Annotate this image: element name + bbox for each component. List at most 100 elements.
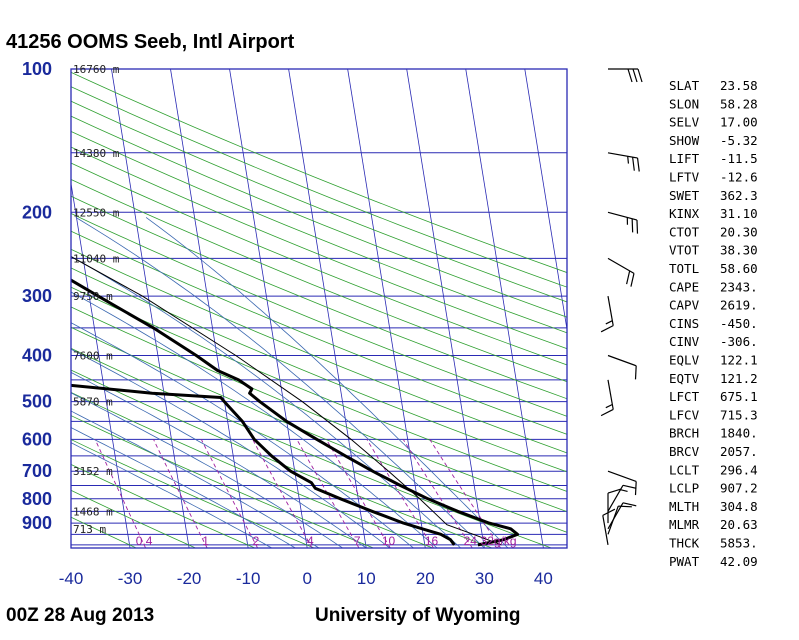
wind-barb [600, 295, 614, 333]
mixing-ratio-line [153, 439, 208, 548]
index-value: -5.32 [720, 133, 758, 148]
pressure-tick-label: 900 [22, 513, 52, 533]
index-key: BRCH [669, 426, 699, 441]
barb-staff [607, 211, 638, 221]
moist-adiabat [71, 371, 367, 548]
wind-barb [607, 211, 639, 234]
pressure-tick-label: 400 [22, 346, 52, 366]
barb-half [605, 403, 613, 409]
height-label: 11040 m [73, 252, 120, 265]
pressure-tick-label: 600 [22, 429, 52, 449]
index-key: MLMR [669, 517, 700, 532]
index-value: 121.2 [720, 371, 758, 386]
height-label: 713 m [73, 523, 106, 536]
index-value: -306. [720, 334, 758, 349]
index-key: CAPV [669, 298, 700, 313]
barb-full [636, 220, 639, 234]
index-key: CINS [669, 316, 699, 331]
barb-full [631, 218, 634, 233]
isotherm-line [465, 69, 544, 548]
index-value: 2343. [720, 279, 758, 294]
dry-adiabat [71, 179, 567, 383]
index-value: 304.8 [720, 499, 758, 514]
data-source: University of Wyoming [315, 605, 521, 626]
temperature-tick-label: 30 [475, 569, 494, 588]
height-label: 3152 m [73, 465, 113, 478]
index-key: EQTV [669, 371, 700, 386]
wind-barb [600, 379, 614, 417]
index-key: LFCT [669, 389, 700, 404]
index-key: MLTH [669, 499, 699, 514]
index-value: 58.60 [720, 261, 758, 276]
moist-adiabat [71, 291, 438, 548]
index-key: CINV [669, 334, 700, 349]
barb-full [632, 157, 635, 171]
index-key: SLAT [669, 78, 700, 93]
barb-staff [607, 470, 637, 483]
moist-adiabat [71, 427, 296, 548]
index-key: SELV [669, 115, 700, 130]
index-key: THCK [669, 536, 700, 551]
height-label: 16760 m [73, 63, 120, 76]
dry-adiabat [71, 267, 567, 473]
height-label: 5870 m [73, 396, 113, 409]
index-key: EQLV [669, 353, 700, 368]
mixing-ratio-label: 24 [464, 534, 478, 548]
wind-barb [607, 470, 637, 496]
wind-barb [607, 152, 640, 172]
chart-title: 41256 OOMS Seeb, Intl Airport [6, 31, 295, 53]
dry-adiabat [71, 100, 567, 303]
dry-adiabat [71, 516, 137, 548]
barb-full [632, 68, 638, 83]
mixing-ratio-line [94, 439, 147, 548]
temperature-tick-label: -10 [236, 569, 261, 588]
index-key: CAPE [669, 279, 699, 294]
barb-full [634, 365, 637, 380]
moist-adiabat [71, 392, 343, 548]
pressure-tick-label: 300 [22, 286, 52, 306]
moist-adiabat [71, 255, 461, 548]
barb-full [600, 325, 614, 333]
isotherm-line [524, 69, 567, 332]
index-value: 2057. [720, 444, 758, 459]
index-value: 715.3 [720, 407, 758, 422]
wind-barb [608, 68, 643, 83]
dry-adiabat [71, 347, 552, 548]
dry-adiabat [71, 230, 567, 435]
mixing-ratio-label: 32g/kg [481, 534, 517, 548]
isotherm-line [71, 181, 131, 548]
temperature-tick-label: -20 [177, 569, 202, 588]
height-labels: 16760 m 14380 m 12550 m 11040 m 9750 m 7600 m… [73, 63, 120, 536]
dry-adiabat [71, 463, 255, 548]
index-value: 17.00 [720, 115, 758, 130]
pressure-tick-label: 800 [22, 489, 52, 509]
dry-adiabat [71, 248, 567, 454]
dry-adiabat [71, 391, 433, 548]
temperature-axis: -40 -30 -20 -10 0 10 20 30 40 [59, 569, 553, 588]
index-value: 675.1 [720, 389, 758, 404]
barb-full [636, 157, 640, 172]
temperature-tick-label: 40 [534, 569, 553, 588]
wind-barb [607, 257, 635, 287]
dry-adiabat [71, 115, 567, 318]
index-value: 23.58 [720, 78, 758, 93]
temperature-tick-label: 10 [357, 569, 376, 588]
mixing-ratio-label: 7 [354, 534, 361, 548]
barb-full [607, 488, 622, 494]
barb-staff [607, 505, 619, 535]
index-value: 907.2 [720, 481, 758, 496]
barb-full [627, 68, 633, 83]
index-value: 296.4 [720, 462, 758, 477]
isotherm-line [111, 69, 190, 548]
index-value: 1840. [720, 426, 758, 441]
index-value: 122.1 [720, 353, 758, 368]
barb-full [637, 68, 643, 83]
index-value: 38.30 [720, 243, 758, 258]
dry-adiabat [71, 86, 567, 288]
index-value: 362.3 [720, 188, 758, 203]
temperature-tick-label: 0 [302, 569, 311, 588]
index-key: SHOW [669, 133, 700, 148]
wind-barb [607, 505, 632, 535]
wind-barb [607, 502, 637, 530]
index-value: 31.10 [720, 206, 758, 221]
